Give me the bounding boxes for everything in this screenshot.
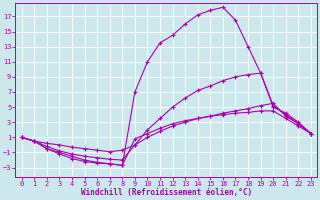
X-axis label: Windchill (Refroidissement éolien,°C): Windchill (Refroidissement éolien,°C)	[81, 188, 252, 197]
